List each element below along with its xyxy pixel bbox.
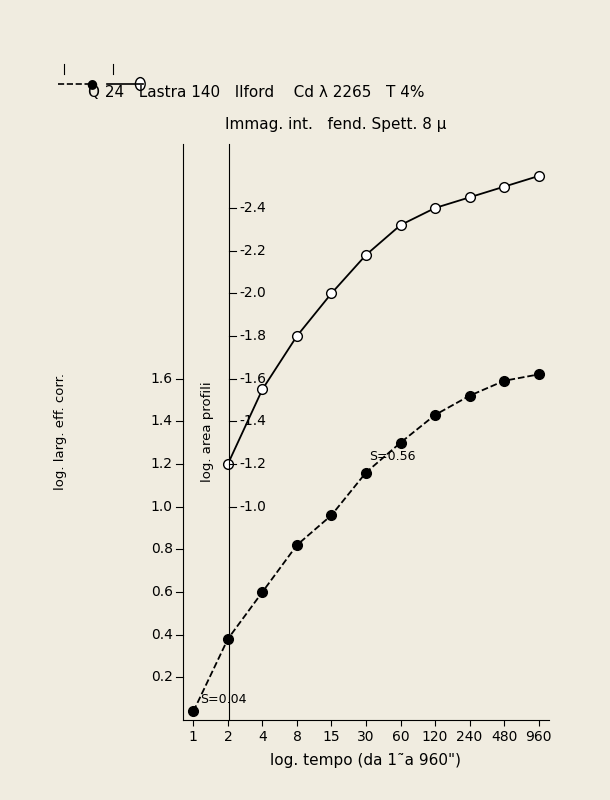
Text: 1.2: 1.2 <box>151 457 173 471</box>
Text: 0.6: 0.6 <box>151 585 173 599</box>
Text: ●: ● <box>86 78 97 90</box>
Text: log. area profili: log. area profili <box>201 382 214 482</box>
Text: Immag. int.   fend. Spett. 8 μ: Immag. int. fend. Spett. 8 μ <box>225 117 446 132</box>
Text: 1.0: 1.0 <box>151 500 173 514</box>
Text: 1.6: 1.6 <box>151 372 173 386</box>
Text: -1.2: -1.2 <box>239 457 266 471</box>
Text: S=0.56: S=0.56 <box>370 450 416 462</box>
Text: -2.2: -2.2 <box>239 244 266 258</box>
Text: 0.2: 0.2 <box>151 670 173 684</box>
Text: 0.8: 0.8 <box>151 542 173 556</box>
Text: -1.0: -1.0 <box>239 500 266 514</box>
Text: -1.6: -1.6 <box>239 372 266 386</box>
Text: -2.4: -2.4 <box>239 201 266 215</box>
Text: -1.4: -1.4 <box>239 414 266 428</box>
Text: -1.8: -1.8 <box>239 329 266 343</box>
Text: -2.0: -2.0 <box>239 286 266 300</box>
X-axis label: log. tempo (da 1˜a 960"): log. tempo (da 1˜a 960") <box>270 753 462 768</box>
Text: log. larg. eff. corr.: log. larg. eff. corr. <box>54 374 68 490</box>
Text: 1.4: 1.4 <box>151 414 173 428</box>
Text: Q 24   Lastra 140   Ilford    Cd λ 2265   T 4%: Q 24 Lastra 140 Ilford Cd λ 2265 T 4% <box>88 85 425 100</box>
Text: 0.4: 0.4 <box>151 628 173 642</box>
Text: S=0.04: S=0.04 <box>200 693 247 706</box>
